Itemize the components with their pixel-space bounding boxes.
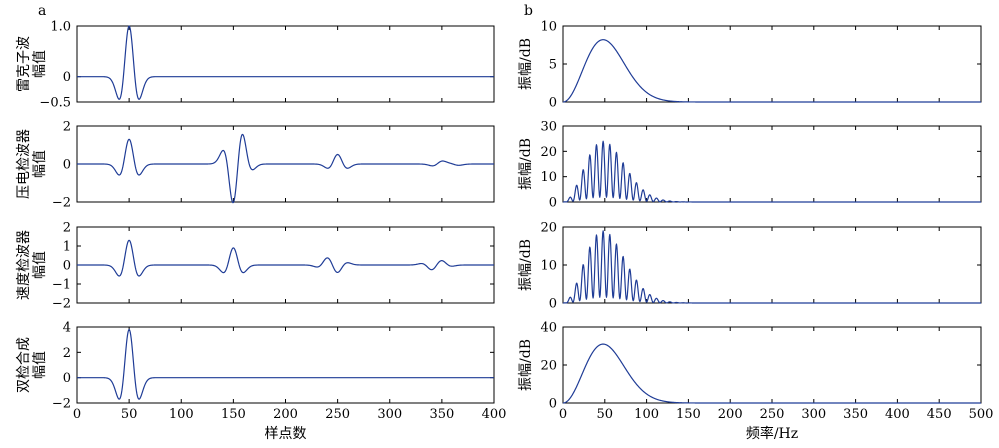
series-line [76,239,495,277]
panel-letter-b: b [524,3,533,19]
x-tick-label: 100 [169,407,194,422]
y-axis-label: 振幅/dB [518,239,534,291]
y-tick-label: 40 [540,321,557,336]
plot-frame [76,25,495,103]
y-axis-label: 幅值 [32,351,48,379]
y-axis-label: 幅值 [32,50,48,78]
y-tick-label: 20 [540,359,557,374]
y-tick-label: 0 [549,196,557,211]
chart-panel-2: −2 0 2 压电检波器 幅值 [16,120,495,211]
y-tick-label: 1.0 [50,20,71,35]
y-tick-label: 30 [540,120,557,135]
y-tick-label: 10 [540,20,557,35]
x-axis-label: 频率/Hz [746,425,798,442]
y-axis-label: 振幅/dB [518,339,534,391]
y-tick-label: 0 [63,371,71,386]
y-tick-label: 0 [63,158,71,173]
chart-panel-5: 0 5 10 振幅/dB [518,20,982,111]
x-tick-label: 250 [325,407,350,422]
x-tick-label: 350 [843,407,868,422]
y-tick-label: −2 [52,297,71,312]
chart-panel-6: 0 10 20 30 振幅/dB [518,120,982,211]
series-line [562,230,982,304]
x-tick-label: 200 [273,407,298,422]
y-tick-label: 2 [63,120,71,135]
y-tick-label: 0 [549,397,557,412]
x-tick-label: 150 [221,407,246,422]
y-tick-label: 1 [63,240,71,255]
plot-frame [76,326,495,404]
x-tick-label: 0 [559,407,567,422]
x-tick-label: 400 [885,407,910,422]
series-line [76,328,495,400]
y-axis-label: 双检合成 [16,337,32,393]
panel-letter-a: a [38,3,46,19]
y-axis-label: 速度检波器 [16,230,32,300]
y-axis-label: 幅值 [32,150,48,178]
x-tick-label: 200 [718,407,743,422]
series-line [76,25,495,100]
y-tick-label: 0 [63,259,71,274]
y-tick-label: 10 [540,170,557,185]
y-tick-label: −0.5 [39,96,71,111]
x-tick-label: 50 [597,407,614,422]
plot-frame [562,326,982,404]
series-line [562,39,982,103]
x-tick-label: 100 [634,407,659,422]
series-line [562,140,982,203]
chart-panel-1: −0.5 0 1.0 雷克子波 幅值 [16,20,495,111]
y-tick-label: 20 [540,221,557,236]
y-tick-label: 0 [63,70,71,85]
x-tick-label: 450 [927,407,952,422]
y-axis-label: 振幅/dB [518,38,534,90]
chart-panel-3: −2 −1 0 1 2 速度检波器 幅值 [16,221,495,312]
x-tick-label: 300 [377,407,402,422]
y-tick-label: 5 [549,58,557,73]
y-tick-label: −2 [52,397,71,412]
y-tick-label: 4 [63,321,71,336]
y-tick-label: −2 [52,196,71,211]
y-tick-label: 20 [540,145,557,160]
y-tick-label: −1 [52,278,71,293]
series-line [562,343,982,404]
x-tick-label: 400 [482,407,507,422]
y-axis-label: 压电检波器 [16,129,32,199]
y-tick-label: 2 [63,221,71,236]
chart-panel-8: 0 50 100 150 200 250 300 350 400 450 500 0 20 40 振幅/dB… [518,321,993,443]
plot-frame [562,25,982,103]
x-tick-label: 50 [121,407,138,422]
x-tick-label: 500 [969,407,994,422]
y-axis-label: 雷克子波 [16,36,32,92]
y-tick-label: 10 [540,259,557,274]
y-axis-label: 幅值 [32,251,48,279]
x-tick-label: 350 [429,407,454,422]
chart-panel-7: 0 10 20 振幅/dB [518,221,982,312]
y-axis-label: 振幅/dB [518,138,534,190]
x-tick-label: 250 [760,407,785,422]
series-line [76,133,495,204]
x-tick-label: 300 [801,407,826,422]
x-tick-label: 0 [73,407,81,422]
y-tick-label: 2 [63,346,71,361]
y-tick-label: 0 [549,96,557,111]
x-axis-label: 样点数 [265,426,307,442]
y-tick-label: 0 [549,297,557,312]
x-tick-label: 150 [676,407,701,422]
